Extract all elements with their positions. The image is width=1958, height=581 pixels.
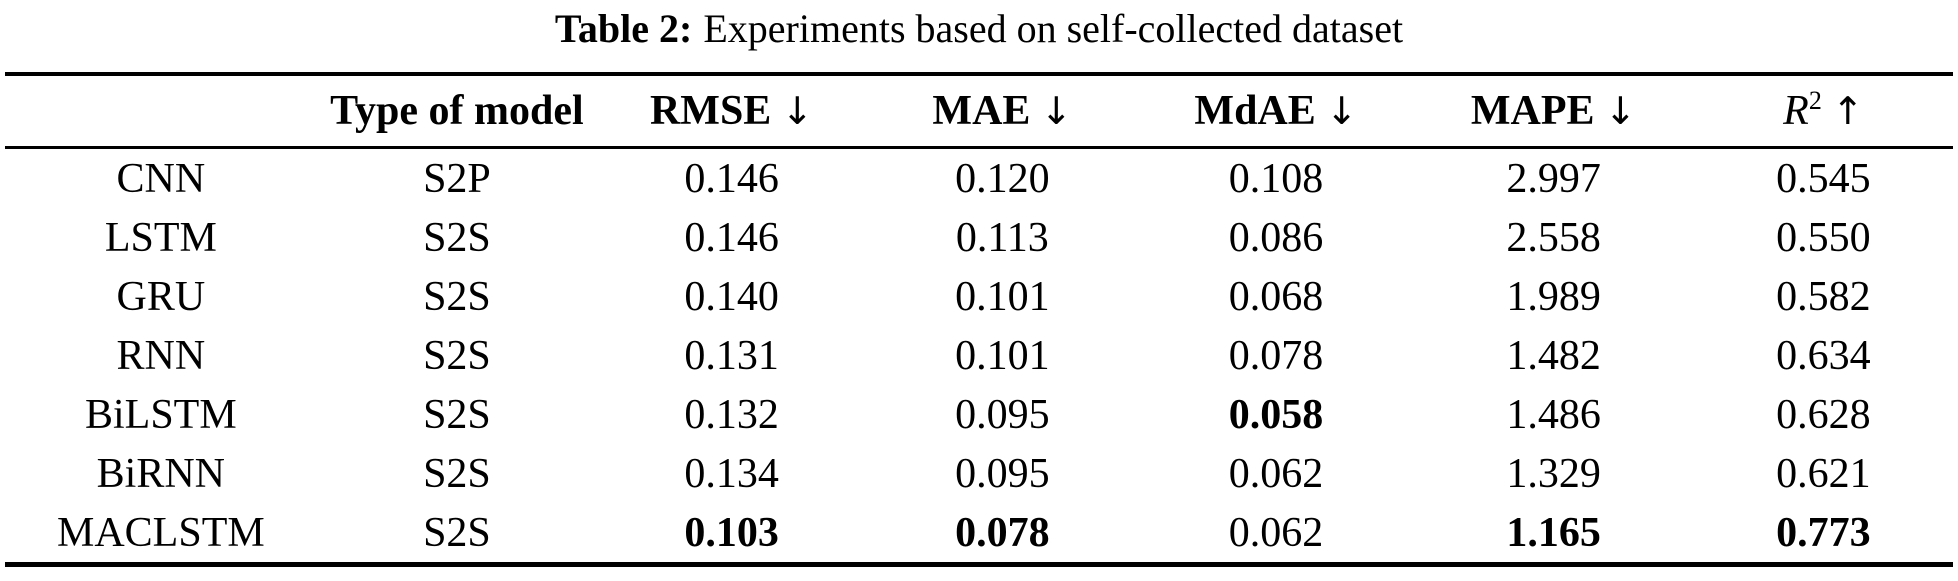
down-arrow-icon: ↓ xyxy=(1040,89,1073,133)
cell-mape: 2.558 xyxy=(1506,214,1601,261)
cell-mae: 0.101 xyxy=(955,332,1050,379)
cell-type: S2P xyxy=(423,155,491,202)
cell-rmse: 0.146 xyxy=(684,155,779,202)
cell-rmse: 0.132 xyxy=(684,391,779,438)
col-header-rmse: RMSE ↓ xyxy=(597,74,866,149)
cell-mdae: 0.086 xyxy=(1228,214,1324,261)
table-row-maclstm: MACLSTM S2S 0.103 0.078 0.062 1.165 0.77… xyxy=(5,503,1953,565)
table-row-cnn: CNN S2P 0.146 0.120 0.108 2.997 0.545 xyxy=(5,148,1953,209)
cell-r2: 0.582 xyxy=(1776,273,1871,320)
cell-mape: 1.482 xyxy=(1506,332,1601,379)
cell-rmse: 0.146 xyxy=(684,214,779,261)
cell-mdae: 0.062 xyxy=(1228,450,1324,497)
cell-model: CNN xyxy=(116,155,206,202)
superscript-2: 2 xyxy=(1808,86,1822,115)
cell-rmse-best: 0.103 xyxy=(684,509,779,556)
table-caption: Table 2: Experiments based on self-collec… xyxy=(0,6,1958,52)
cell-model: GRU xyxy=(116,273,206,320)
col-header-mdae: MdAE ↓ xyxy=(1138,74,1414,149)
cell-mae-best: 0.078 xyxy=(955,509,1050,556)
cell-rmse: 0.140 xyxy=(684,273,779,320)
cell-type: S2S xyxy=(423,450,491,497)
caption-label: Table 2: xyxy=(554,6,693,51)
cell-mdae: 0.068 xyxy=(1228,273,1324,320)
cell-model: BiRNN xyxy=(96,450,226,497)
down-arrow-icon: ↓ xyxy=(1325,89,1358,133)
cell-type: S2S xyxy=(423,509,491,556)
cell-mape-best: 1.165 xyxy=(1506,509,1601,556)
cell-mape: 1.486 xyxy=(1506,391,1601,438)
cell-mdae-best: 0.058 xyxy=(1228,391,1324,438)
cell-mape: 1.329 xyxy=(1506,450,1601,497)
col-header-r2: R2 ↑ xyxy=(1693,74,1953,149)
cell-model: RNN xyxy=(116,332,206,379)
table-row-rnn: RNN S2S 0.131 0.101 0.078 1.482 0.634 xyxy=(5,326,1953,385)
cell-mdae: 0.078 xyxy=(1228,332,1324,379)
cell-rmse: 0.131 xyxy=(684,332,779,379)
down-arrow-icon: ↓ xyxy=(781,89,814,133)
cell-type: S2S xyxy=(423,214,491,261)
cell-model: BiLSTM xyxy=(84,391,237,438)
cell-mae: 0.095 xyxy=(955,391,1050,438)
down-arrow-icon: ↓ xyxy=(1604,89,1637,133)
cell-mae: 0.120 xyxy=(955,155,1050,202)
cell-r2: 0.628 xyxy=(1776,391,1871,438)
up-arrow-icon: ↑ xyxy=(1831,89,1864,133)
col-header-mae: MAE ↓ xyxy=(865,74,1139,149)
col-header-model xyxy=(5,74,317,149)
cell-type: S2S xyxy=(423,391,491,438)
cell-r2: 0.621 xyxy=(1776,450,1871,497)
cell-r2-best: 0.773 xyxy=(1776,509,1871,556)
cell-rmse: 0.134 xyxy=(684,450,779,497)
header-row: Type of model RMSE ↓ MAE ↓ MdAE ↓ MAPE ↓ R2 ↑ xyxy=(5,74,1953,149)
cell-r2: 0.634 xyxy=(1776,332,1871,379)
cell-mdae: 0.062 xyxy=(1228,509,1324,556)
col-header-mape: MAPE ↓ xyxy=(1413,74,1694,149)
col-header-type: Type of model xyxy=(316,74,598,149)
cell-mape: 1.989 xyxy=(1506,273,1601,320)
table-row-bilstm: BiLSTM S2S 0.132 0.095 0.058 1.486 0.628 xyxy=(5,385,1953,444)
table-row-gru: GRU S2S 0.140 0.101 0.068 1.989 0.582 xyxy=(5,267,1953,326)
cell-mape: 2.997 xyxy=(1506,155,1601,202)
cell-type: S2S xyxy=(423,332,491,379)
cell-r2: 0.545 xyxy=(1776,155,1871,202)
caption-text: Experiments based on self-collected data… xyxy=(703,6,1404,51)
cell-model: LSTM xyxy=(104,214,217,261)
cell-mae: 0.095 xyxy=(955,450,1050,497)
cell-mdae: 0.108 xyxy=(1228,155,1324,202)
cell-type: S2S xyxy=(423,273,491,320)
cell-mae: 0.101 xyxy=(955,273,1050,320)
table-row-birnn: BiRNN S2S 0.134 0.095 0.062 1.329 0.621 xyxy=(5,444,1953,503)
cell-mae: 0.113 xyxy=(955,214,1049,261)
results-table: Type of model RMSE ↓ MAE ↓ MdAE ↓ MAPE ↓ R2 ↑… xyxy=(5,72,1953,567)
cell-model: MACLSTM xyxy=(56,509,265,556)
table-row-lstm: LSTM S2S 0.146 0.113 0.086 2.558 0.550 xyxy=(5,208,1953,267)
cell-r2: 0.550 xyxy=(1776,214,1871,261)
